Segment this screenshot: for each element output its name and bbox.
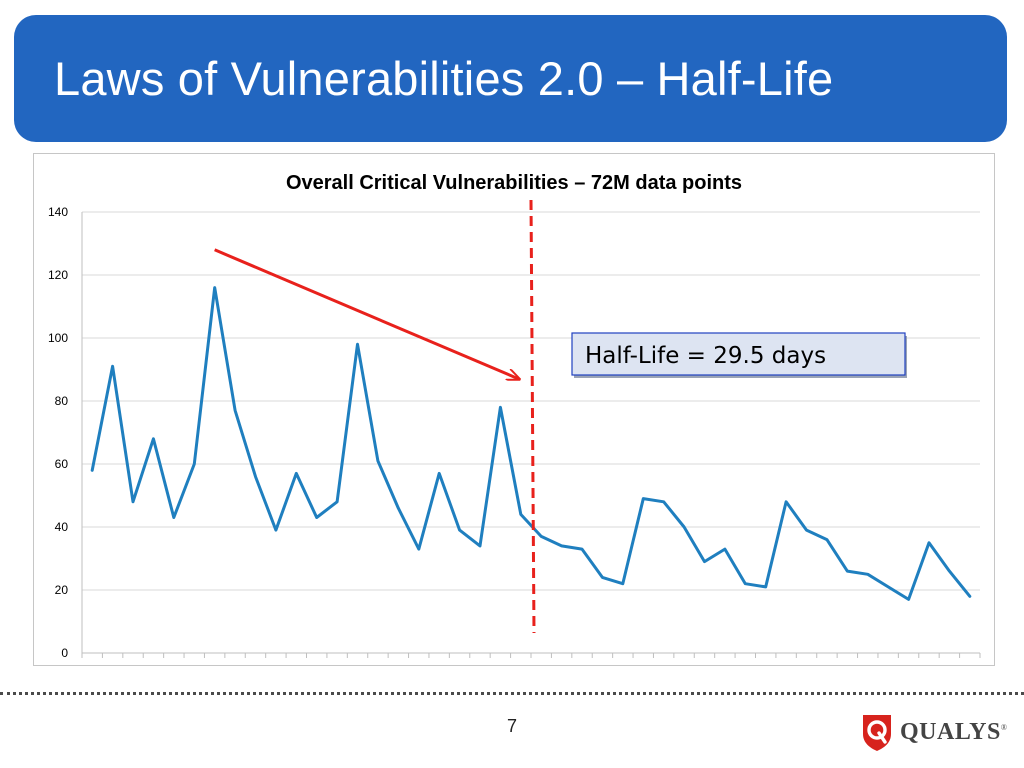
chart-frame: Overall Critical Vulnerabilities – 72M d…	[33, 153, 995, 666]
logo-name: QUALYS	[900, 718, 1001, 745]
y-tick-label: 80	[55, 394, 69, 408]
y-tick-label: 0	[61, 646, 68, 660]
half-life-divider-line	[529, 199, 536, 634]
footer-divider	[0, 692, 1024, 695]
y-tick-label: 120	[48, 268, 68, 282]
trend-arrow	[214, 248, 519, 379]
title-banner: Laws of Vulnerabilities 2.0 – Half-Life	[14, 15, 1007, 142]
series-line	[90, 286, 972, 601]
logo-wordmark: QUALYS®	[900, 719, 1007, 746]
half-life-callout-text: Half-Life = 29.5 days	[585, 343, 826, 369]
slide-title: Laws of Vulnerabilities 2.0 – Half-Life	[54, 52, 834, 105]
qualys-logo: QUALYS®	[860, 712, 1007, 752]
y-tick-label: 140	[48, 205, 68, 219]
chart-title: Overall Critical Vulnerabilities – 72M d…	[286, 172, 742, 194]
y-tick-label: 20	[55, 583, 69, 597]
y-tick-label: 60	[55, 457, 69, 471]
page-number: 7	[506, 716, 517, 736]
half-life-callout-box	[571, 332, 906, 376]
registered-mark: ®	[1000, 722, 1008, 732]
y-tick-label: 40	[55, 520, 69, 534]
shield-q-icon	[863, 715, 891, 751]
y-tick-label: 100	[48, 331, 68, 345]
vulnerability-line-chart: Overall Critical Vulnerabilities – 72M d…	[48, 172, 981, 660]
